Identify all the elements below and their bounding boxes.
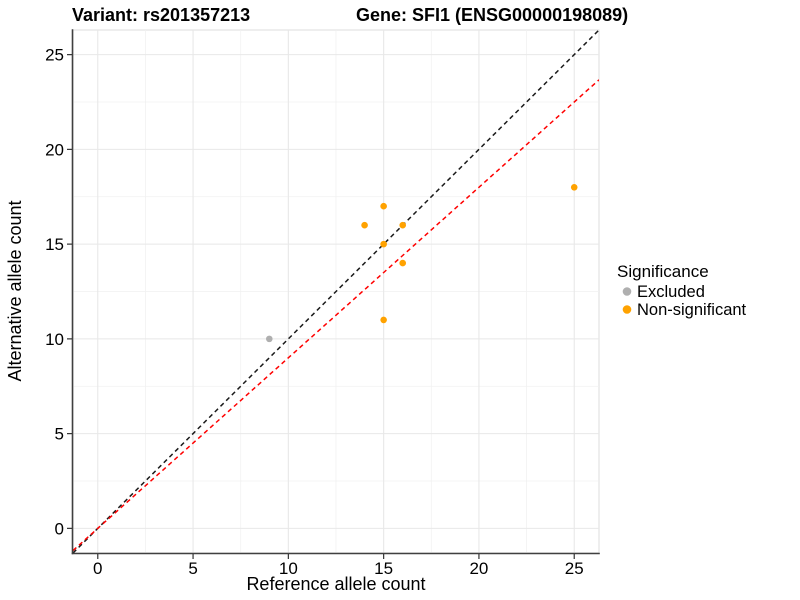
data-point-non-significant — [380, 240, 387, 248]
legend-label: Non-significant — [637, 301, 747, 319]
plot-title-gene: Gene: SFI1 (ENSG00000198089) — [356, 5, 628, 25]
y-tick-label: 20 — [45, 140, 64, 159]
x-tick-label: 5 — [188, 559, 197, 578]
fit-line — [73, 79, 599, 552]
plot-title-variant: Variant: rs201357213 — [72, 5, 250, 25]
reference-lines — [73, 30, 599, 553]
legend-swatch-excluded — [622, 287, 632, 296]
y-tick-label: 25 — [45, 46, 64, 65]
data-point-non-significant — [570, 183, 578, 191]
legend-label: Excluded — [637, 283, 705, 301]
data-point-non-significant — [380, 202, 387, 210]
x-tick-label: 20 — [469, 559, 488, 578]
legend-swatch-non-significant — [622, 305, 632, 314]
identity-line — [73, 30, 599, 553]
data-point-excluded — [265, 335, 273, 343]
y-axis-title: Alternative allele count — [5, 200, 25, 381]
data-point-non-significant — [361, 221, 368, 229]
y-tick-label: 5 — [55, 425, 64, 444]
x-tick-label: 10 — [279, 559, 298, 578]
x-axis-title: Reference allele count — [246, 574, 425, 594]
data-point-non-significant — [380, 316, 387, 324]
axes — [67, 29, 600, 559]
x-tick-label: 15 — [374, 559, 393, 578]
data-points — [265, 183, 578, 343]
y-tick-label: 10 — [45, 330, 64, 349]
data-point-non-significant — [399, 259, 407, 267]
y-tick-label: 0 — [55, 519, 64, 538]
legend-title: Significance — [617, 262, 709, 281]
x-tick-label: 0 — [93, 559, 102, 578]
x-tick-label: 25 — [565, 559, 584, 578]
gridlines — [73, 30, 599, 553]
y-tick-label: 15 — [45, 235, 64, 254]
data-point-non-significant — [399, 221, 407, 229]
tick-labels: 0 5 10 15 20 25 0 5 10 15 20 25 — [45, 46, 584, 578]
